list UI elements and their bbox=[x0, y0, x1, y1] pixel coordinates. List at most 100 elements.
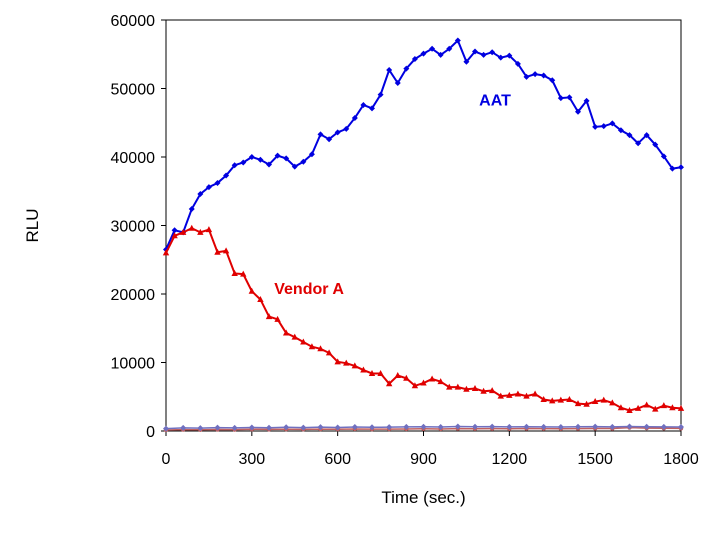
x-tick-label: 600 bbox=[324, 451, 351, 468]
data-point bbox=[403, 65, 410, 72]
data-point bbox=[540, 395, 547, 402]
data-point bbox=[231, 269, 238, 276]
data-point bbox=[506, 52, 513, 59]
data-point bbox=[300, 424, 307, 431]
data-point bbox=[300, 158, 307, 165]
y-tick-label: 30000 bbox=[111, 219, 156, 236]
data-point bbox=[592, 423, 599, 430]
data-point bbox=[197, 190, 204, 197]
data-point bbox=[566, 395, 573, 402]
data-point bbox=[394, 372, 401, 379]
data-point bbox=[643, 401, 650, 408]
data-point bbox=[274, 152, 281, 159]
data-point bbox=[162, 249, 170, 256]
data-point bbox=[669, 404, 676, 411]
data-point bbox=[480, 387, 487, 394]
data-point bbox=[678, 424, 684, 431]
x-axis-title: Time (sec.) bbox=[381, 488, 465, 507]
data-point bbox=[677, 404, 685, 411]
data-point bbox=[266, 161, 272, 168]
data-point bbox=[540, 423, 547, 430]
data-point bbox=[222, 247, 230, 254]
data-point bbox=[334, 129, 341, 136]
data-point bbox=[282, 329, 290, 336]
x-tick-label: 1500 bbox=[577, 451, 613, 468]
data-point bbox=[669, 165, 676, 172]
data-point bbox=[317, 131, 324, 138]
data-point bbox=[660, 153, 667, 160]
data-point bbox=[643, 132, 650, 139]
data-point bbox=[454, 423, 461, 430]
data-point bbox=[514, 390, 522, 397]
data-point bbox=[660, 423, 667, 430]
data-point bbox=[454, 383, 462, 390]
data-point bbox=[180, 424, 187, 431]
data-point bbox=[205, 184, 212, 191]
y-axis-title: RLU bbox=[23, 208, 42, 242]
data-point bbox=[368, 369, 376, 376]
data-point bbox=[334, 358, 341, 365]
data-point bbox=[240, 270, 247, 277]
data-point bbox=[472, 423, 478, 430]
x-axis: 0 300 600 900 1200 1500 1800 bbox=[162, 431, 699, 468]
data-point bbox=[197, 425, 204, 432]
data-point bbox=[660, 402, 668, 409]
data-point bbox=[540, 72, 547, 79]
data-point bbox=[351, 424, 358, 431]
y-tick-label: 20000 bbox=[111, 287, 156, 304]
data-point bbox=[617, 127, 624, 134]
data-point bbox=[205, 226, 213, 233]
data-point bbox=[317, 345, 324, 352]
data-point bbox=[197, 228, 204, 235]
data-point bbox=[514, 60, 521, 67]
data-point bbox=[506, 391, 513, 398]
y-tick-label: 10000 bbox=[111, 356, 156, 373]
data-point bbox=[471, 385, 479, 392]
data-point bbox=[257, 156, 264, 163]
data-point bbox=[437, 424, 444, 431]
data-point bbox=[386, 424, 393, 431]
data-point bbox=[411, 382, 419, 389]
data-point bbox=[446, 45, 453, 52]
data-point bbox=[557, 396, 565, 403]
data-point bbox=[489, 423, 496, 430]
data-point bbox=[300, 338, 307, 345]
series-vendor-a bbox=[162, 224, 685, 413]
data-point bbox=[334, 424, 341, 431]
y-tick-label: 0 bbox=[146, 424, 155, 441]
data-point bbox=[386, 67, 393, 74]
data-point bbox=[377, 91, 384, 98]
data-point bbox=[557, 95, 564, 102]
data-point bbox=[497, 392, 504, 399]
data-point bbox=[283, 155, 290, 162]
data-point bbox=[308, 151, 315, 158]
data-point bbox=[308, 343, 316, 350]
data-point bbox=[497, 54, 504, 61]
y-axis: 0 10000 20000 30000 40000 50000 60000 bbox=[111, 13, 166, 441]
plot-frame bbox=[165, 19, 682, 432]
data-point bbox=[575, 108, 581, 115]
data-point bbox=[179, 228, 187, 235]
data-point bbox=[240, 159, 247, 166]
data-point bbox=[214, 180, 221, 187]
data-point bbox=[591, 398, 599, 405]
series-aat bbox=[163, 37, 684, 253]
data-point bbox=[394, 80, 401, 87]
data-point bbox=[403, 423, 410, 430]
series-baseline-3 bbox=[163, 423, 684, 432]
data-point bbox=[437, 51, 444, 58]
data-point bbox=[506, 423, 513, 430]
x-tick-label: 1200 bbox=[492, 451, 528, 468]
data-point bbox=[635, 140, 642, 147]
data-point bbox=[231, 162, 238, 169]
data-point bbox=[600, 123, 607, 130]
data-point bbox=[411, 56, 418, 63]
data-point bbox=[463, 385, 470, 392]
data-point bbox=[291, 333, 298, 340]
x-tick-label: 900 bbox=[410, 451, 437, 468]
data-point bbox=[188, 206, 195, 213]
y-tick-label: 60000 bbox=[111, 13, 156, 30]
data-point bbox=[429, 45, 436, 52]
data-point bbox=[557, 424, 564, 431]
